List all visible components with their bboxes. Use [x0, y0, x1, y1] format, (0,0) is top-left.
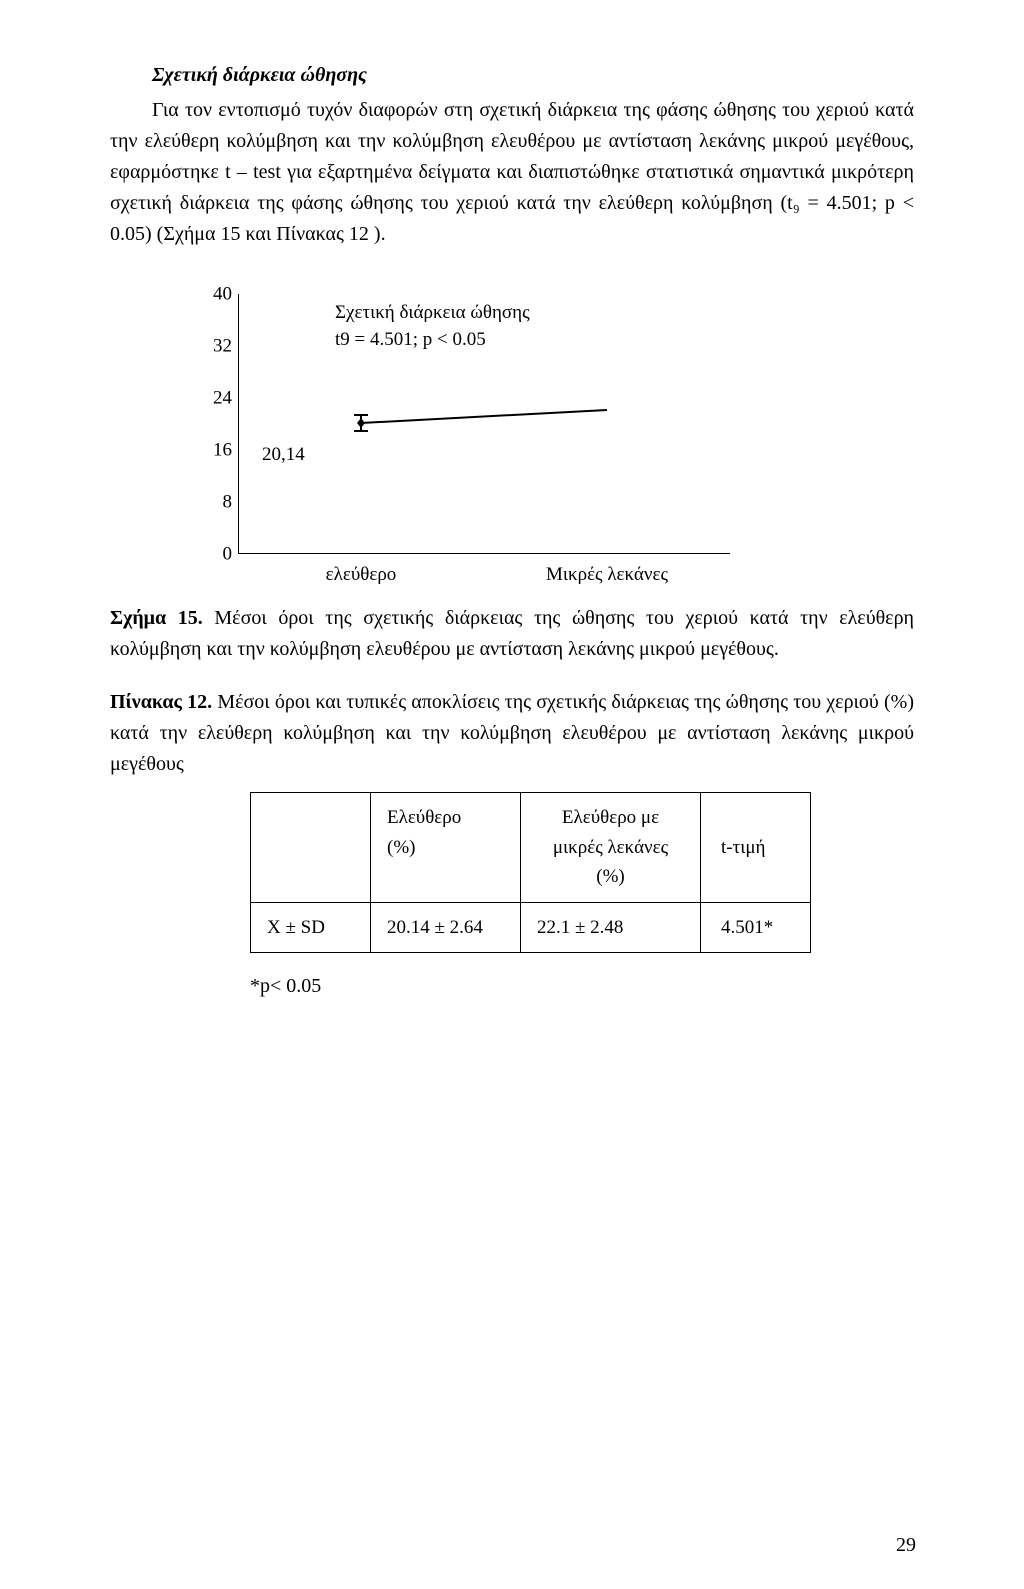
- table-header-free: Ελεύθερο (%): [371, 793, 521, 902]
- figure-caption: Σχήμα 15. Μέσοι όροι της σχετικής διάρκε…: [110, 603, 914, 665]
- col-free-line2: (%): [387, 833, 504, 862]
- table-row: X ± SD 20.14 ± 2.64 22.1 ± 2.48 4.501*: [251, 902, 811, 952]
- cell-free: 20.14 ± 2.64: [371, 902, 521, 952]
- table-caption: Πίνακας 12. Μέσοι όροι και τυπικές αποκλ…: [110, 687, 914, 780]
- chart-svg: [238, 294, 730, 554]
- col-paddle-line2: μικρές λεκάνες: [537, 833, 684, 862]
- ytick: 24: [200, 383, 232, 412]
- data-table: Ελεύθερο (%) Ελεύθερο με μικρές λεκάνες …: [250, 792, 811, 953]
- table-caption-label: Πίνακας 12.: [110, 691, 212, 713]
- page-number: 29: [896, 1530, 916, 1561]
- table-caption-text: Μέσοι όροι και τυπικές αποκλίσεις της σχ…: [110, 691, 914, 775]
- ytick: 0: [200, 539, 232, 568]
- table-header-empty: [251, 793, 371, 902]
- col-t-line: t-τιμή: [721, 833, 794, 862]
- ytick: 40: [200, 279, 232, 308]
- x-category: ελεύθερο: [238, 560, 484, 589]
- data-label: 20,14: [262, 440, 305, 469]
- col-paddle-line3: (%): [537, 862, 684, 891]
- x-axis-labels: ελεύθερο Μικρές λεκάνες: [200, 560, 730, 589]
- col-free-line1: Ελεύθερο: [387, 803, 504, 832]
- figure-caption-label: Σχήμα 15.: [110, 607, 203, 629]
- cell-t: 4.501*: [701, 902, 811, 952]
- chart-container: 40 32 24 16 8 0 Σχετική διάρκεια ώθησης …: [200, 294, 730, 589]
- table-header-t: t-τιμή: [701, 793, 811, 902]
- ytick: 8: [200, 487, 232, 516]
- col-paddle-line1: Ελεύθερο με: [537, 803, 684, 832]
- ytick: 16: [200, 435, 232, 464]
- section-title: Σχετική διάρκεια ώθησης: [110, 60, 914, 91]
- table-header-paddle: Ελεύθερο με μικρές λεκάνες (%): [521, 793, 701, 902]
- row-stat-label: X ± SD: [251, 902, 371, 952]
- chart-area: 40 32 24 16 8 0 Σχετική διάρκεια ώθησης …: [200, 294, 730, 554]
- pvalue-note: *p< 0.05: [250, 971, 914, 1002]
- intro-paragraph: Για τον εντοπισμό τυχόν διαφορών στη σχε…: [110, 95, 914, 250]
- ytick: 32: [200, 331, 232, 360]
- figure-caption-text: Μέσοι όροι της σχετικής διάρκειας της ώθ…: [110, 607, 914, 660]
- table-header-row: Ελεύθερο (%) Ελεύθερο με μικρές λεκάνες …: [251, 793, 811, 902]
- cell-paddle: 22.1 ± 2.48: [521, 902, 701, 952]
- data-table-wrap: Ελεύθερο (%) Ελεύθερο με μικρές λεκάνες …: [250, 792, 914, 953]
- x-category: Μικρές λεκάνες: [484, 560, 730, 589]
